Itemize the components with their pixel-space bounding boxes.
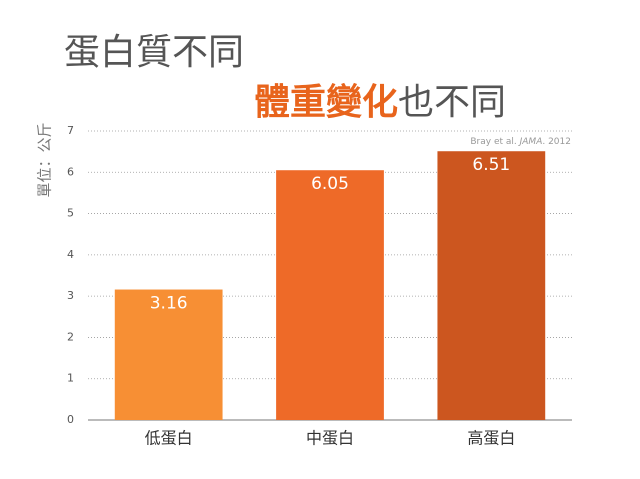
bar bbox=[114, 289, 223, 420]
source-journal: JAMA bbox=[518, 137, 543, 147]
data-label: 6.05 bbox=[311, 174, 349, 194]
subtitle-part: 也不同 bbox=[398, 82, 506, 123]
bar bbox=[437, 151, 546, 421]
data-label: 6.51 bbox=[472, 155, 510, 175]
y-tick-label: 3 bbox=[67, 289, 74, 302]
y-tick-label: 6 bbox=[67, 165, 74, 178]
bar bbox=[276, 170, 384, 420]
source-text: Bray et al. bbox=[470, 137, 519, 147]
data-label: 3.16 bbox=[150, 294, 188, 314]
chart-title: 蛋白質不同 bbox=[64, 32, 244, 73]
x-tick-label: 高蛋白 bbox=[467, 429, 515, 448]
source-text: . 2012 bbox=[542, 137, 571, 147]
y-tick-label: 5 bbox=[67, 207, 74, 220]
y-tick-label: 4 bbox=[67, 248, 74, 261]
chart-subtitle: 體重變化也不同 bbox=[254, 82, 506, 123]
y-tick-label: 2 bbox=[67, 330, 74, 343]
y-axis-label: 單位：公斤 bbox=[36, 122, 54, 197]
x-tick-label: 中蛋白 bbox=[306, 429, 354, 448]
y-tick-label: 0 bbox=[67, 413, 74, 426]
y-tick-label: 7 bbox=[67, 124, 74, 137]
source: Bray et al. JAMA. 2012 bbox=[470, 137, 571, 147]
y-tick-label: 1 bbox=[67, 372, 74, 385]
subtitle-part: 體重變化 bbox=[254, 82, 398, 123]
x-tick-label: 低蛋白 bbox=[145, 429, 193, 448]
